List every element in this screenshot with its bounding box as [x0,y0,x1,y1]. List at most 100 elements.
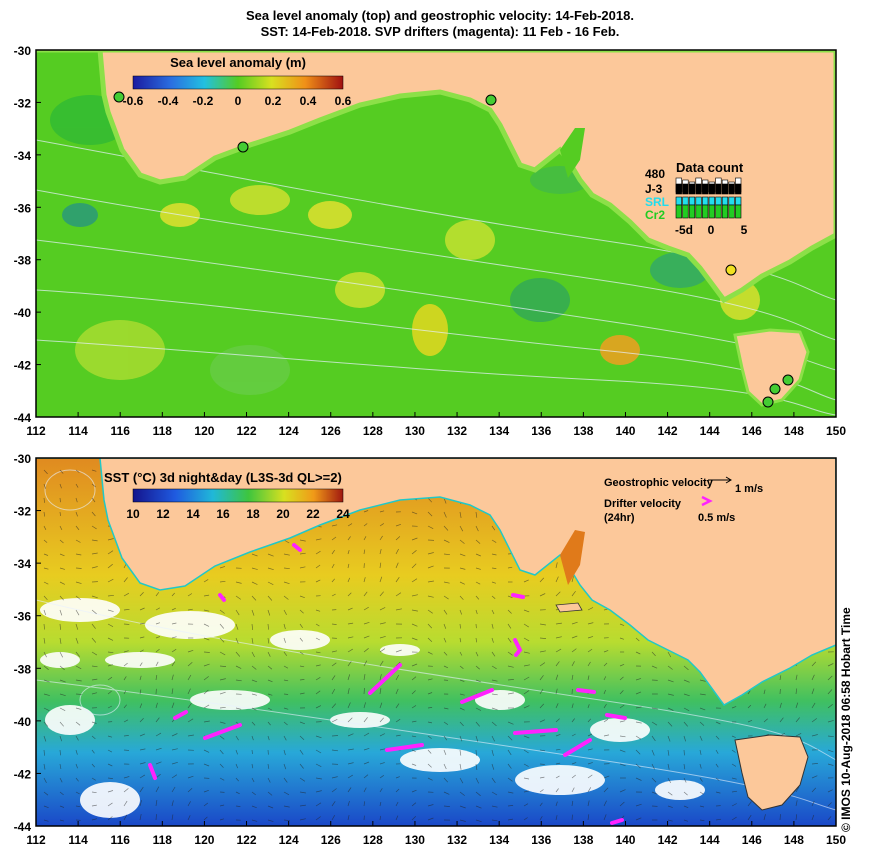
geostrophic-arrow [171,748,178,751]
geostrophic-arrow [315,579,321,583]
geostrophic-arrow [363,660,368,667]
geostrophic-arrow [75,707,82,710]
geostrophic-arrow [187,649,194,653]
geostrophic-arrow [43,511,46,517]
top-lon-tick-label: 114 [68,424,88,438]
geostrophic-arrow [155,814,157,821]
top-lon-tick-label: 124 [279,424,299,438]
tasmania-bottom [734,734,809,811]
geostrophic-arrow [619,763,626,767]
geostrophic-arrow [203,789,209,793]
geostrophic-arrow [539,703,545,709]
geostrophic-arrow [619,735,626,738]
geostrophic-arrow [91,749,95,754]
geostrophic-arrow [475,511,478,518]
geostrophic-arrow [571,648,577,653]
geostrophic-arrow [475,791,481,797]
geostrophic-arrow [283,707,289,710]
geostrophic-arrow [59,791,64,796]
geostrophic-arrow [619,637,625,640]
geostrophic-arrow [571,635,578,639]
geostrophic-arrow [251,749,253,755]
geostrophic-arrow [619,663,625,667]
geostrophic-arrow [315,790,322,793]
geostrophic-arrow [155,717,160,723]
geostrophic-arrow [251,791,256,796]
geostrophic-arrow [747,814,752,821]
geostrophic-arrow [219,623,225,629]
geostrophic-arrow [59,693,66,697]
geostrophic-arrow [299,539,306,542]
bottom-lon-tick-label: 150 [826,833,846,847]
geostrophic-arrow [267,623,269,630]
geostrophic-arrow [59,665,65,671]
geostrophic-arrow [203,623,210,627]
geostrophic-arrow [379,688,382,695]
geostrophic-arrow [123,690,127,695]
geostrophic-arrow [555,718,560,723]
geostrophic-scale-label: 1 m/s [735,483,763,495]
geostrophic-arrow [507,763,512,769]
geostrophic-arrow [315,623,320,627]
top-lon-tick-label: 122 [237,424,257,438]
geostrophic-arrow [331,776,338,779]
geostrophic-arrow [379,622,386,625]
geostrophic-arrow [827,704,833,709]
geostrophic-arrow [523,609,530,613]
geostrophic-arrow [587,774,593,779]
geostrophic-arrow [347,702,351,709]
geostrophic-arrow [683,721,688,727]
kangaroo-island [555,602,583,613]
geostrophic-arrow [443,651,448,656]
geostrophic-arrow [715,749,719,754]
geostrophic-arrow [507,665,514,668]
geostrophic-arrow [299,777,306,782]
geostrophic-arrow [827,720,834,723]
geostrophic-arrow [331,703,337,709]
geostrophic-arrow [715,763,719,768]
geostrophic-arrow [507,595,513,599]
geostrophic-arrow [75,567,82,569]
geostrophic-arrow [363,687,365,695]
geostrophic-arrow [187,734,194,737]
geostrophic-arrow [587,607,594,611]
bottom-lon-tick-label: 132 [447,833,467,847]
geostrophic-arrow [347,748,354,751]
geostrophic-arrow [331,749,339,752]
geostrophic-arrow [75,665,82,670]
geostrophic-arrow [635,817,642,821]
geostrophic-arrow [731,749,736,753]
geostrophic-arrow [427,721,433,724]
geostrophic-arrow [75,693,82,695]
geostrophic-arrow [43,623,45,630]
geostrophic-arrow [395,562,399,569]
geostrophic-arrow [139,675,142,681]
sla-colorbar-tick-label: -0.4 [158,94,179,108]
geostrophic-arrow [539,763,545,765]
bottom-lon-tick-label: 112 [26,833,46,847]
geostrophic-arrow [155,732,162,737]
geostrophic-arrow [507,791,514,794]
geostrophic-arrow [459,665,464,669]
geostrophic-arrow [139,649,144,653]
geostrophic-arrow [635,803,642,807]
geostrophic-arrow [283,777,288,783]
data-count-bar [702,204,709,219]
geostrophic-arrow [507,692,514,695]
geostrophic-arrow [283,763,287,770]
geostrophic-arrow [107,651,114,654]
sst-colorbar-tick-label: 18 [246,507,260,521]
geostrophic-arrow [619,789,626,793]
sla-colorbar-tick-label: -0.6 [123,94,144,108]
geostrophic-arrow [539,719,546,723]
bottom-lon-tick-label: 120 [194,833,214,847]
geostrophic-arrow [555,648,562,653]
geostrophic-arrow [635,763,641,769]
geostrophic-arrow [283,721,288,726]
geostrophic-arrow [299,692,305,695]
geostrophic-arrow [363,787,367,793]
geostrophic-arrow [315,550,321,555]
geostrophic-arrow [331,593,336,597]
geostrophic-arrow [283,595,289,600]
geostrophic-arrow [379,762,385,765]
